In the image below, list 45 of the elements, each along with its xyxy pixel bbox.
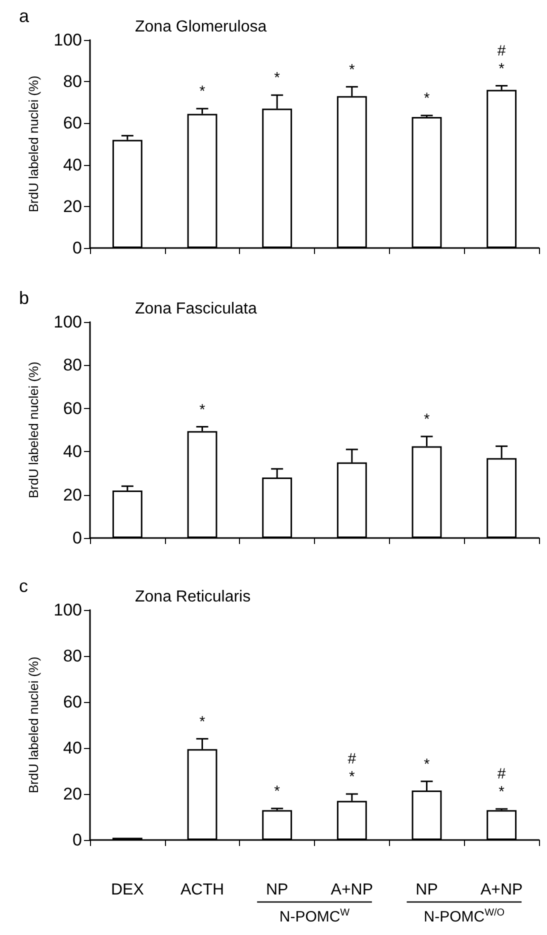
y-tick-label: 60 xyxy=(63,398,82,418)
x-tick-label: DEX xyxy=(110,882,144,898)
y-tick-label: 100 xyxy=(54,600,82,620)
data-label: * xyxy=(274,70,280,87)
data-label: # * xyxy=(497,42,506,78)
data-label: * xyxy=(424,90,430,108)
y-tick-label: 40 xyxy=(63,155,82,174)
x-tick-label: NP xyxy=(416,882,438,898)
x-tick-label: A+NP xyxy=(330,882,374,898)
y-tick-label: 40 xyxy=(63,442,82,462)
y-axis-title: BrdU labeled nuclei (%) xyxy=(26,656,41,794)
y-tick-label: 40 xyxy=(63,738,82,758)
x-tick-label: NP xyxy=(266,882,288,898)
data-label: * xyxy=(199,401,206,418)
data-label: * xyxy=(424,410,430,428)
y-tick-label: 100 xyxy=(54,312,82,332)
y-tick-label: 0 xyxy=(72,528,82,548)
y-tick-label: 80 xyxy=(63,72,82,92)
y-tick-label: 0 xyxy=(72,238,82,258)
y-tick-label: 60 xyxy=(63,692,82,712)
data-label: * xyxy=(199,83,206,100)
y-axis-title: BrdU labeled nuclei (%) xyxy=(26,362,41,498)
chart-subtitle: a xyxy=(19,6,30,26)
x-tick-label: ACTH xyxy=(180,882,224,898)
x-tick-label: A+NP xyxy=(480,882,523,898)
data-label: # * xyxy=(497,765,506,800)
y-tick-label: 80 xyxy=(63,646,82,666)
y-tick-label: 0 xyxy=(72,830,82,850)
y-tick-label: 20 xyxy=(63,784,82,804)
y-tick-label: 20 xyxy=(63,485,82,504)
y-tick-label: 100 xyxy=(54,30,82,50)
data-label: * xyxy=(274,782,280,800)
y-tick-label: 80 xyxy=(63,356,82,375)
y-axis-title: BrdU labeled nuclei (%) xyxy=(26,76,41,212)
chart-title: Zona Glomerulosa xyxy=(135,18,267,36)
data-label: * xyxy=(199,713,206,730)
data-label: # * xyxy=(348,750,357,786)
chart-title: Zona Reticularis xyxy=(135,588,251,606)
y-tick-label: 60 xyxy=(63,114,82,133)
chart-subtitle: c xyxy=(19,576,28,596)
data-label: * xyxy=(424,756,430,773)
chart-title: Zona Fasciculata xyxy=(135,300,257,318)
data-label: * xyxy=(348,61,355,78)
y-tick-label: 20 xyxy=(63,196,82,216)
chart-subtitle: b xyxy=(19,288,30,308)
